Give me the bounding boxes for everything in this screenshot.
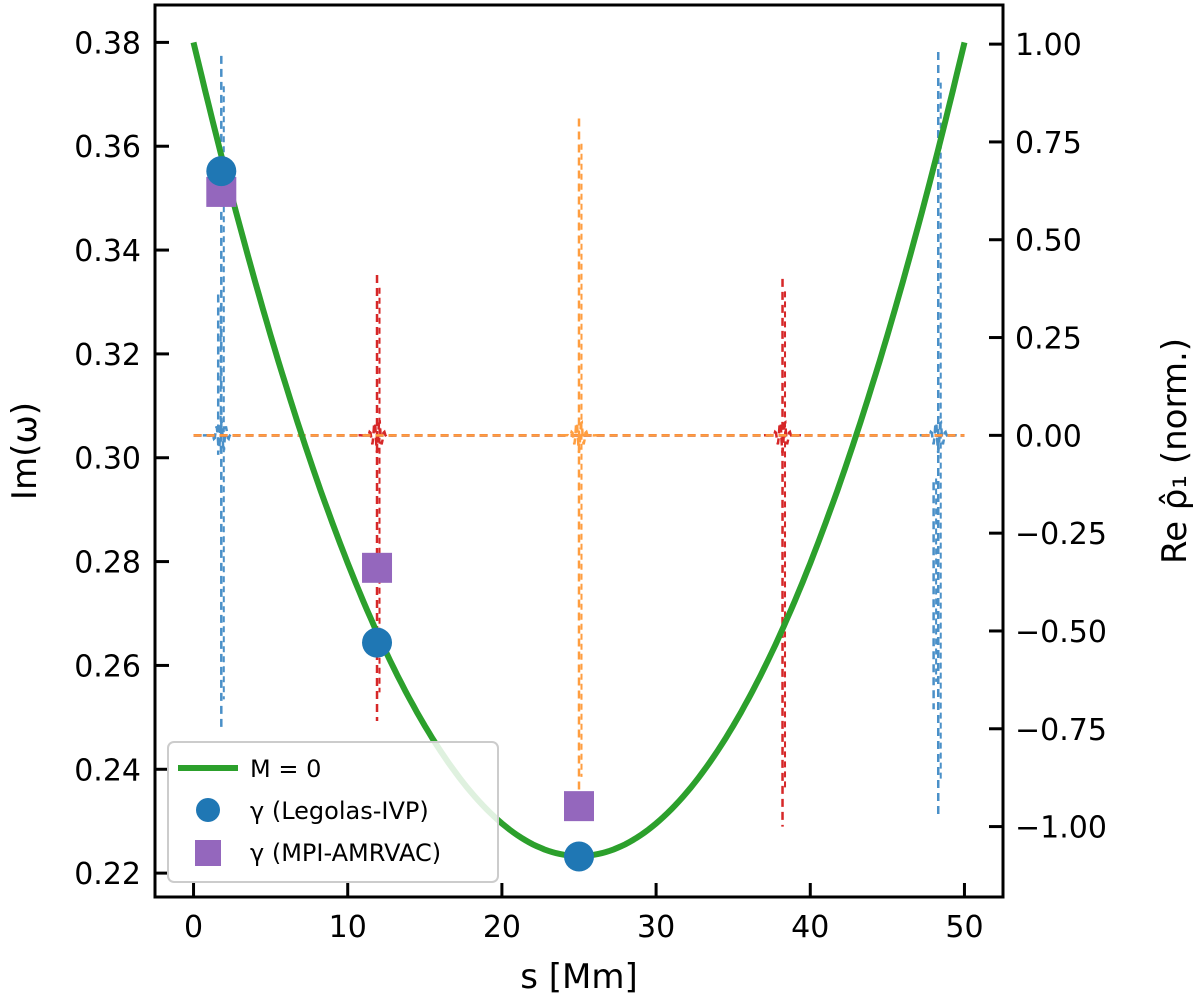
x-tick-label: 0 [184, 910, 203, 945]
legolas-ivp-point [206, 156, 237, 187]
eigenfunction-layer [193, 51, 965, 827]
x-tick-label: 20 [483, 910, 521, 945]
y-left-tick-label: 0.32 [74, 338, 141, 373]
y-right-tick-label: −0.50 [1015, 615, 1107, 650]
mpi-amrvac-point [564, 791, 594, 822]
eigenfunction-bump [560, 419, 598, 454]
y-left-tick-label: 0.38 [74, 26, 141, 61]
y-right-tick-label: 0.75 [1015, 126, 1082, 161]
legolas-ivp-point [362, 627, 393, 658]
legend-label-legolas: γ (Legolas-IVP) [250, 797, 429, 825]
x-tick-label: 50 [945, 910, 983, 945]
y-axis-label-left: Im(ω) [5, 402, 45, 500]
y-left-tick-label: 0.22 [74, 857, 141, 892]
y-left-tick-label: 0.24 [74, 753, 141, 788]
y-right-tick-label: −1.00 [1015, 811, 1107, 846]
y-left-tick-label: 0.30 [74, 442, 141, 477]
mpi-amrvac-point [362, 552, 393, 583]
legolas-ivp-point [564, 841, 594, 872]
x-tick-label: 10 [329, 910, 367, 945]
legend-label-mpi: γ (MPI-AMRVAC) [250, 839, 441, 867]
y-right-tick-label: 0.00 [1015, 419, 1082, 454]
legend: M = 0 γ (Legolas-IVP) γ (MPI-AMRVAC) [167, 741, 499, 883]
legend-marker-mpi [195, 840, 221, 866]
y-axis-label-right: Re ρ̂₁ (norm.) [1155, 338, 1195, 564]
y-left-tick-label: 0.26 [74, 649, 141, 684]
x-tick-label: 40 [791, 910, 829, 945]
plot-frame [153, 3, 1005, 899]
y-right-tick-label: 0.25 [1015, 322, 1082, 357]
ticks-layer: 0 10 20 30 40 50 0.22 0.24 0.26 0.28 0.30 0.32 0.34 0… [74, 26, 1107, 945]
y-right-tick-label: −0.25 [1015, 517, 1107, 552]
legend-label-parabola: M = 0 [250, 755, 321, 783]
y-left-tick-label: 0.34 [74, 234, 141, 269]
y-right-tick-label: 1.00 [1015, 28, 1082, 63]
y-left-tick-label: 0.36 [74, 130, 141, 165]
y-right-tick-label: −0.75 [1015, 713, 1107, 748]
y-left-tick-label: 0.28 [74, 546, 141, 581]
x-tick-label: 30 [637, 910, 675, 945]
x-axis-label: s [Mm] [520, 957, 638, 997]
legend-box [167, 741, 499, 883]
points-layer [206, 156, 594, 872]
legend-marker-legolas [196, 798, 220, 822]
y-right-tick-label: 0.50 [1015, 224, 1082, 259]
